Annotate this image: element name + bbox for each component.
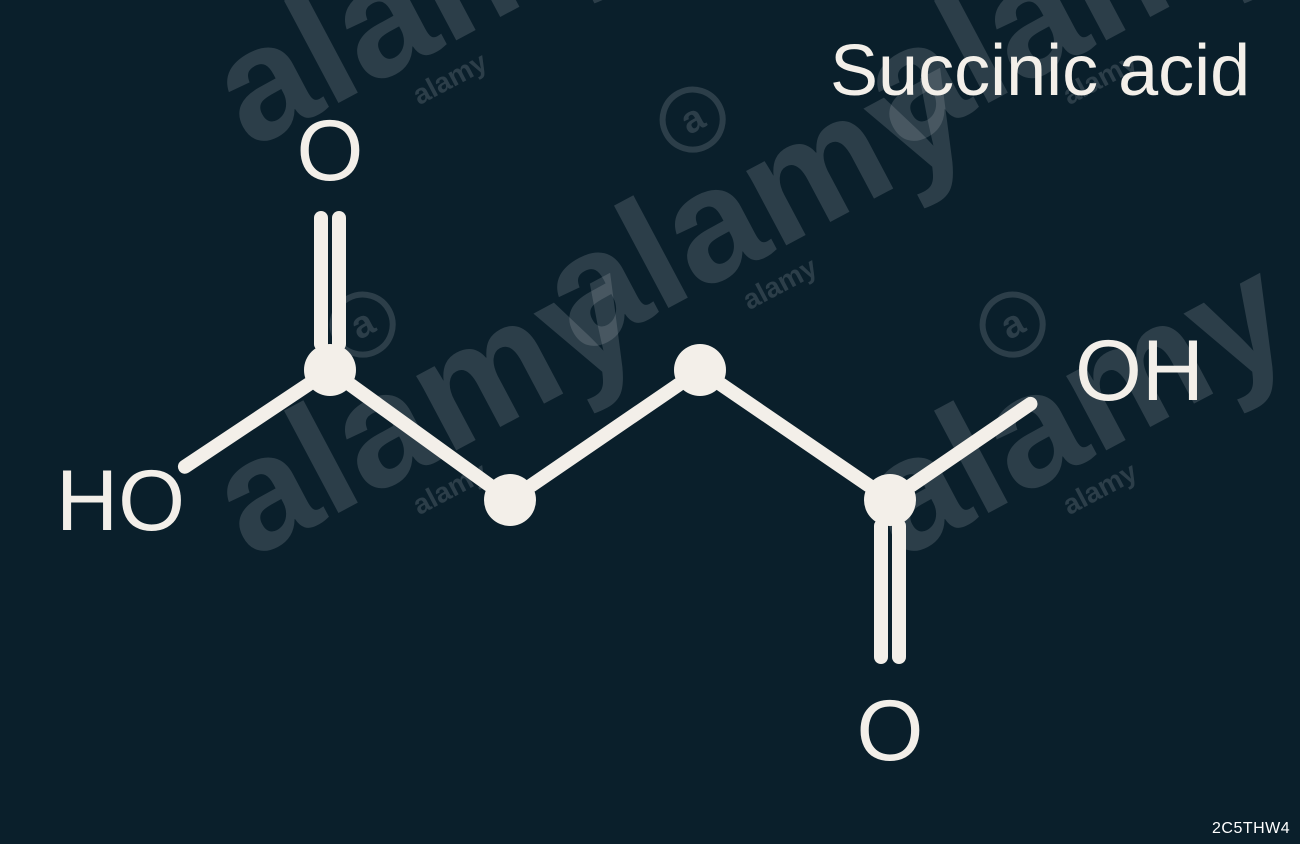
- atom-label: HO: [56, 453, 185, 549]
- carbon-atom-dot: [864, 474, 916, 526]
- carbon-atom-dot: [674, 344, 726, 396]
- carbon-atom-dot: [304, 344, 356, 396]
- diagram-stage: alamyalamyaalamyalamyaalamyalamyaalamyal…: [0, 0, 1300, 844]
- atom-label: O: [297, 103, 364, 199]
- atom-label: OH: [1075, 323, 1204, 419]
- carbon-atom-dot: [484, 474, 536, 526]
- atom-label: O: [857, 683, 924, 779]
- image-id-label: 2C5THW4: [1212, 820, 1290, 838]
- molecule-svg: alamyalamyaalamyalamyaalamyalamyaalamyal…: [0, 0, 1300, 844]
- compound-title: Succinic acid: [830, 30, 1250, 112]
